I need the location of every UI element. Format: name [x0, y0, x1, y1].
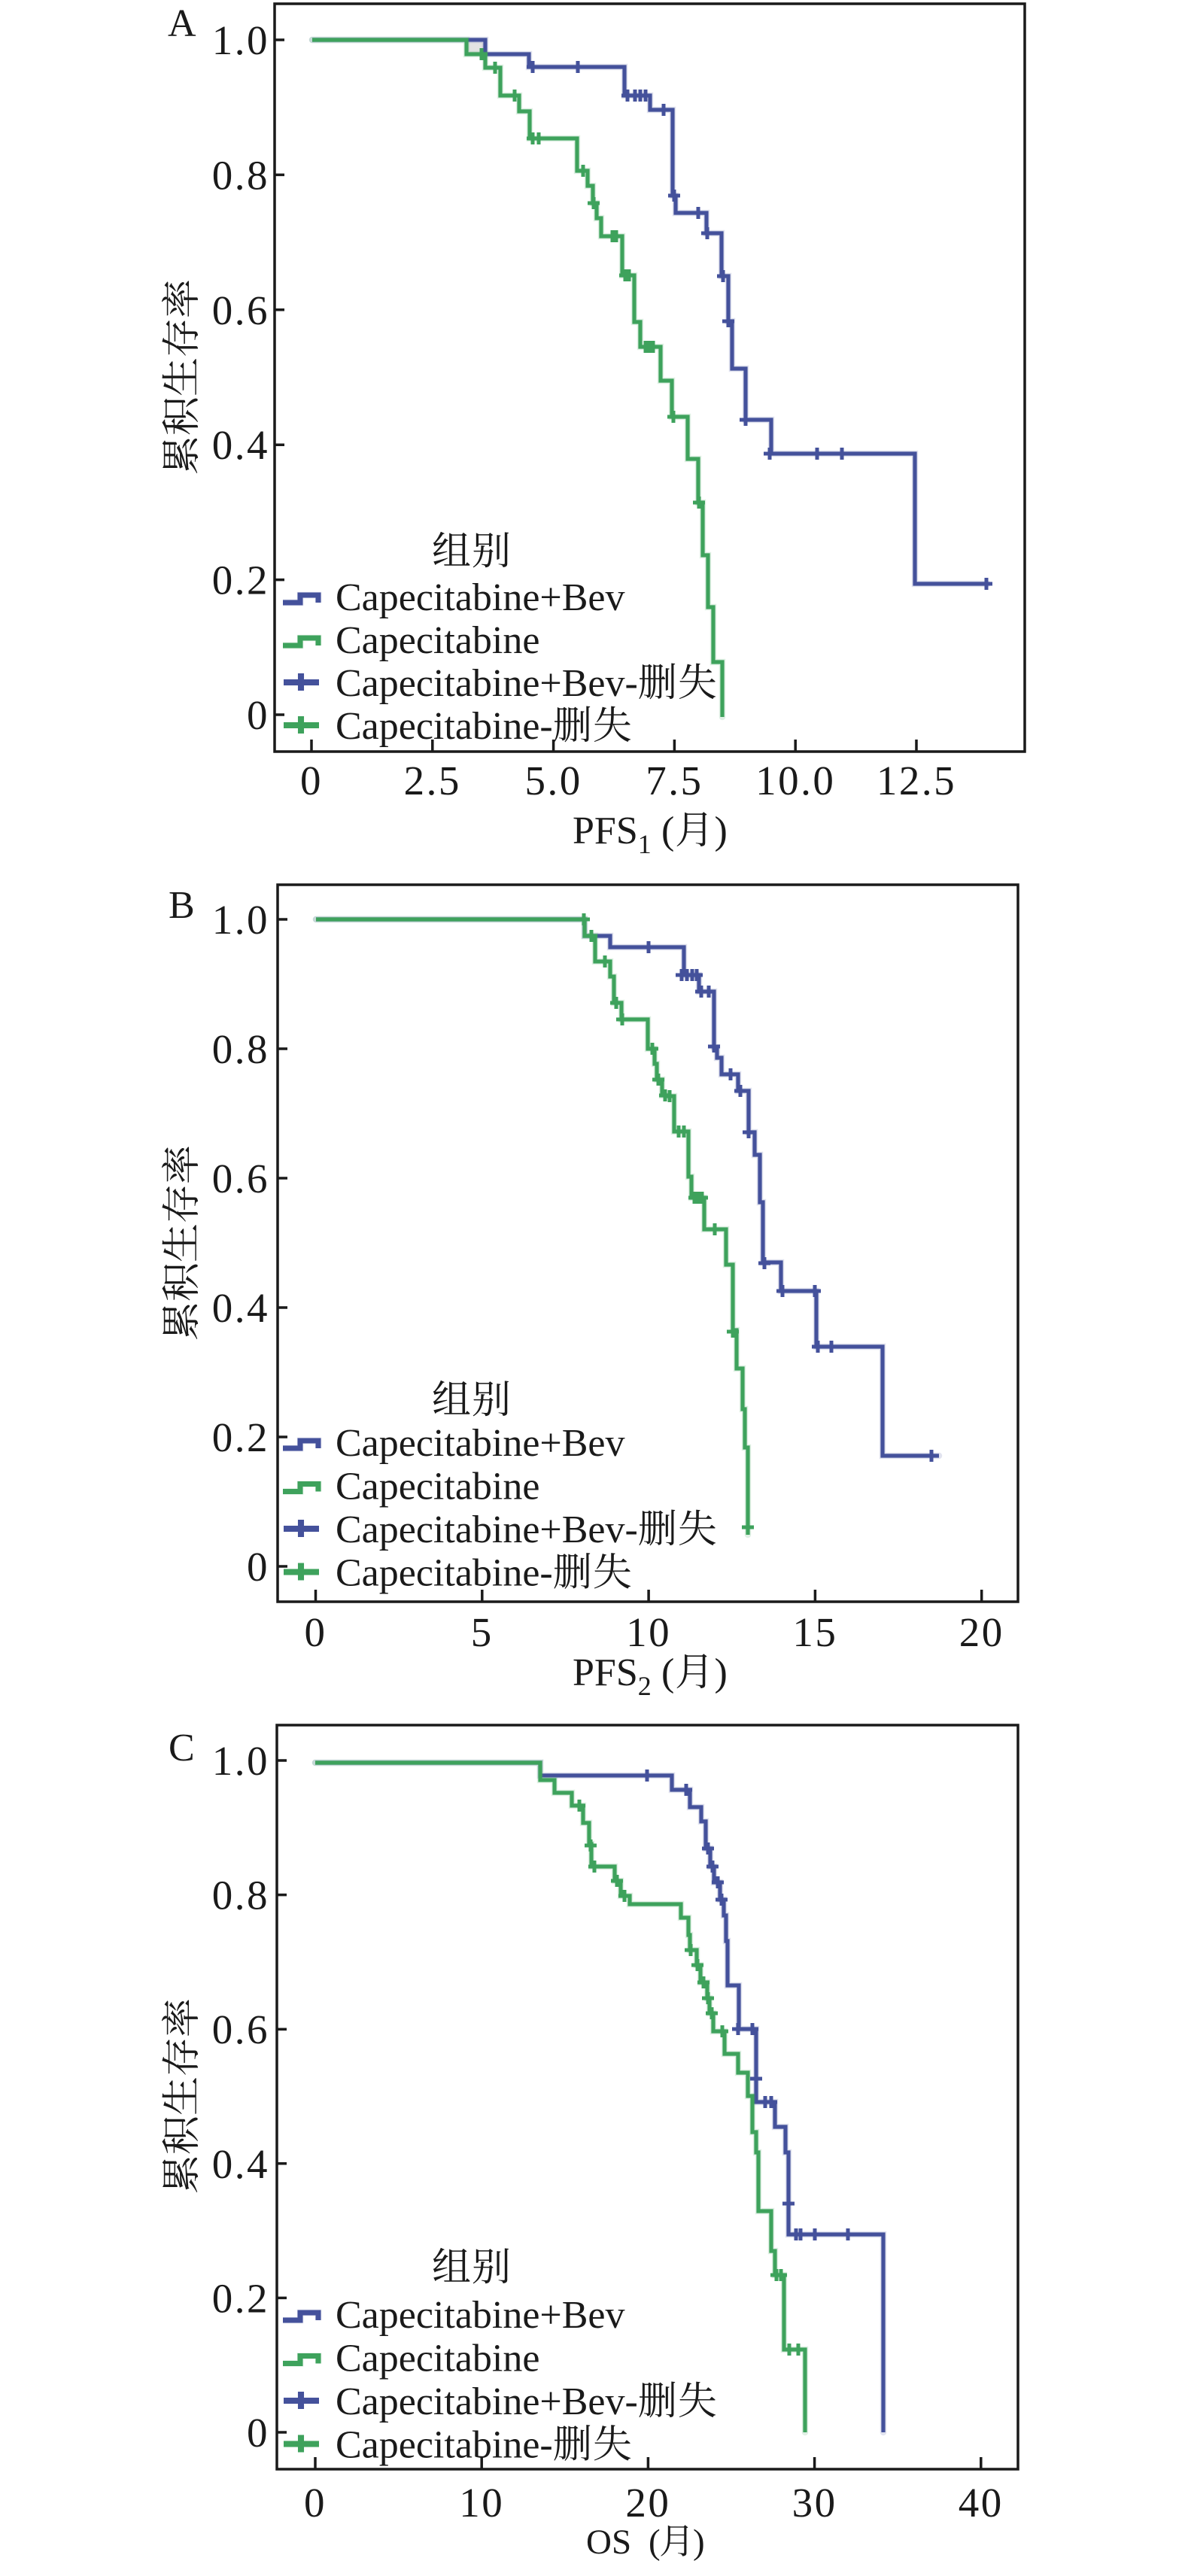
- svg-text:20: 20: [625, 2480, 670, 2526]
- svg-text:0: 0: [305, 1609, 327, 1655]
- svg-text:0.2: 0.2: [212, 2275, 269, 2321]
- svg-text:Capecitabine+Bev-: Capecitabine+Bev-: [336, 1508, 638, 1551]
- svg-text:Capecitabine: Capecitabine: [336, 1466, 539, 1508]
- svg-text:PFS: PFS: [573, 810, 638, 852]
- svg-text:20: 20: [959, 1609, 1004, 1655]
- svg-text:0.4: 0.4: [212, 1285, 269, 1331]
- svg-text:Capecitabine+Bev: Capecitabine+Bev: [336, 2294, 625, 2337]
- svg-text:Capecitabine-: Capecitabine-: [336, 2424, 553, 2467]
- svg-text:10: 10: [626, 1609, 671, 1655]
- svg-text:0: 0: [304, 2480, 327, 2526]
- svg-text:0: 0: [247, 1544, 269, 1590]
- svg-text:0.4: 0.4: [212, 422, 269, 468]
- svg-text:Capecitabine+Bev: Capecitabine+Bev: [336, 1422, 625, 1465]
- svg-text:10: 10: [459, 2480, 504, 2526]
- svg-text:1.0: 1.0: [212, 1738, 269, 1784]
- svg-text:): ): [715, 1651, 728, 1694]
- svg-text:15: 15: [792, 1609, 837, 1655]
- svg-text:0.6: 0.6: [212, 2006, 269, 2052]
- svg-text:0: 0: [247, 692, 269, 738]
- svg-text:Capecitabine+Bev: Capecitabine+Bev: [336, 576, 625, 619]
- svg-text:(: (: [649, 2523, 661, 2562]
- svg-text:0.8: 0.8: [212, 1026, 269, 1072]
- svg-text:Capecitabine+Bev-: Capecitabine+Bev-: [336, 2380, 638, 2423]
- svg-text:Capecitabine: Capecitabine: [336, 619, 539, 662]
- svg-text:(: (: [661, 1651, 674, 1694]
- svg-text:OS: OS: [586, 2523, 631, 2562]
- svg-text:Capecitabine: Capecitabine: [336, 2338, 539, 2380]
- svg-text:2: 2: [638, 1671, 652, 1701]
- svg-text:B: B: [169, 884, 195, 927]
- svg-text:PFS: PFS: [573, 1651, 638, 1694]
- svg-text:): ): [693, 2523, 705, 2562]
- svg-text:0.8: 0.8: [212, 1873, 269, 1918]
- svg-text:5: 5: [471, 1609, 494, 1655]
- svg-text:30: 30: [792, 2480, 837, 2526]
- svg-text:12.5: 12.5: [877, 758, 956, 803]
- svg-text:C: C: [169, 1727, 195, 1769]
- svg-text:10.0: 10.0: [755, 758, 835, 803]
- svg-text:(: (: [661, 810, 674, 852]
- svg-text:40: 40: [959, 2480, 1004, 2526]
- svg-text:0: 0: [300, 758, 323, 803]
- svg-text:7.5: 7.5: [646, 758, 703, 803]
- svg-text:0.2: 0.2: [212, 557, 269, 603]
- svg-text:0.8: 0.8: [212, 152, 269, 198]
- svg-text:Capecitabine-: Capecitabine-: [336, 1552, 553, 1595]
- svg-text:0: 0: [247, 2410, 269, 2456]
- svg-text:0.6: 0.6: [212, 287, 269, 333]
- svg-text:1.0: 1.0: [212, 17, 269, 63]
- svg-text:1: 1: [638, 829, 652, 859]
- svg-text:0.6: 0.6: [212, 1156, 269, 1201]
- svg-text:5.0: 5.0: [524, 758, 582, 803]
- svg-text:Capecitabine+Bev-: Capecitabine+Bev-: [336, 662, 638, 705]
- svg-text:Capecitabine-: Capecitabine-: [336, 705, 553, 748]
- svg-text:A: A: [168, 2, 196, 45]
- svg-text:2.5: 2.5: [404, 758, 461, 803]
- svg-text:0.4: 0.4: [212, 2141, 269, 2187]
- svg-text:1.0: 1.0: [212, 897, 269, 943]
- svg-text:0.2: 0.2: [212, 1414, 269, 1460]
- svg-text:): ): [715, 810, 728, 852]
